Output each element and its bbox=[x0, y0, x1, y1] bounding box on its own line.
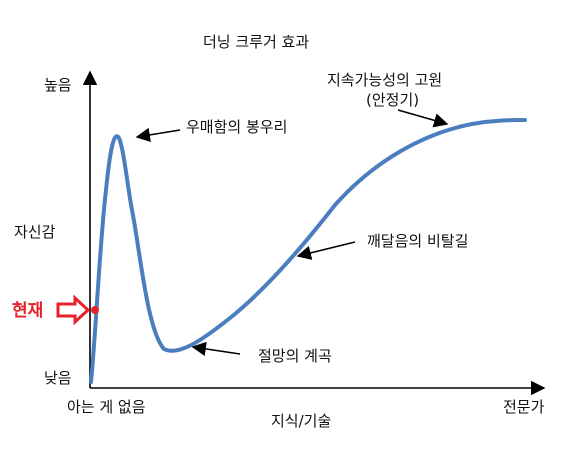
y-axis-high-label: 높음 bbox=[44, 76, 72, 94]
valley-label: 절망의 계곡 bbox=[258, 347, 332, 365]
x-axis-start-label: 아는 게 없음 bbox=[67, 398, 146, 416]
slope-arrow bbox=[296, 241, 356, 260]
slope-label: 깨달음의 비탈길 bbox=[367, 232, 468, 250]
peak-arrow bbox=[135, 127, 181, 143]
diagram-title: 더닝 크루거 효과 bbox=[203, 33, 309, 51]
x-axis-label: 지식/기술 bbox=[271, 412, 331, 430]
current-label: 현재 bbox=[12, 301, 43, 321]
plateau-label-line1: 지속가능성의 고원 bbox=[327, 71, 442, 89]
current-position-dot bbox=[91, 306, 99, 314]
plateau-arrow bbox=[397, 109, 449, 128]
x-axis-end-label: 전문가 bbox=[503, 398, 545, 416]
plateau-label-line2: (안정기) bbox=[366, 91, 419, 109]
valley-arrow bbox=[191, 341, 241, 357]
y-axis-low-label: 낮음 bbox=[44, 369, 72, 387]
y-axis-label: 자신감 bbox=[14, 223, 56, 241]
current-arrow-icon bbox=[56, 294, 91, 326]
confidence-curve bbox=[89, 118, 527, 384]
peak-label: 우매함의 봉우리 bbox=[186, 118, 287, 136]
